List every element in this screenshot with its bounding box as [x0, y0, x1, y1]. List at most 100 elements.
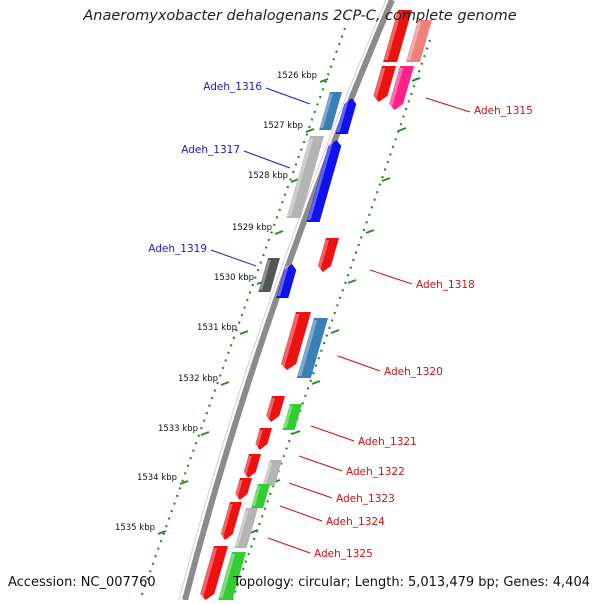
outer-scale-tick — [365, 229, 375, 234]
scale-tick — [274, 230, 284, 235]
outer-scale-tick — [381, 177, 391, 182]
gene-adeh-1318 — [317, 238, 339, 272]
gene-adeh-1321a-shine — [265, 398, 276, 420]
backbone-arc-highlight — [178, 0, 387, 601]
leader-line-right — [267, 537, 311, 554]
gene-label-reverse: Adeh_1322 — [346, 466, 405, 478]
genes-value: 4,404 — [552, 575, 590, 590]
gene-label-forward: Adeh_1319 — [148, 243, 207, 255]
gene-adeh-1322a-shine — [254, 430, 263, 448]
leader-line-right — [310, 425, 355, 442]
gene-adeh-1322-body — [262, 460, 282, 486]
gene-reverse-pink-top-shine — [406, 22, 422, 60]
gene-adeh-1321a-body — [266, 396, 285, 422]
gene-adeh-1321-body — [282, 404, 302, 430]
scale-tick — [200, 431, 210, 436]
gene-adeh-1324a — [234, 478, 252, 500]
gene-adeh-1324a-shine — [234, 480, 243, 498]
gene-adeh-1324a-body — [235, 478, 252, 500]
gene-adeh-1324-shine — [235, 510, 249, 546]
gene-adeh-1319 — [276, 264, 297, 298]
gene-label-reverse: Adeh_1324 — [326, 516, 385, 528]
gene-adeh-1325a-body — [220, 502, 242, 540]
gene-adeh-1323a-shine — [243, 456, 252, 476]
topology-label: Topology: — [233, 575, 295, 590]
scale-tick — [319, 78, 329, 83]
genes-label: Genes: — [503, 575, 549, 590]
leader-line-left — [265, 87, 311, 105]
gene-adeh-1321a — [265, 396, 285, 422]
gene-adeh-1320-shine — [297, 320, 318, 376]
leader-line-right — [279, 505, 323, 522]
accession-label: Accession: — [8, 575, 77, 590]
leader-line-right — [425, 97, 471, 113]
scale-tick — [305, 128, 315, 133]
gene-reverse-red-top-body — [383, 10, 412, 62]
gene-adeh-1323-shine — [252, 486, 261, 506]
gene-adeh-1321-shine — [283, 406, 293, 428]
gene-label-reverse: Adeh_1318 — [416, 279, 475, 291]
gene-adeh-1315-body — [389, 66, 414, 110]
scale-tick — [157, 530, 167, 535]
gene-reverse-pink-top — [405, 20, 432, 62]
map-title: Anaeromyxobacter dehalogenans 2CP-C, com… — [83, 8, 517, 24]
scale-tick — [239, 330, 249, 335]
gene-adeh-1323-body — [251, 484, 270, 508]
gene-label-reverse: Adeh_1315 — [474, 105, 533, 117]
gene-adeh-1317a-body — [286, 136, 324, 218]
gene-adeh-1317-shine — [307, 142, 334, 220]
gene-adeh-1317a-shine — [287, 138, 314, 216]
gene-adeh-1322-shine — [263, 462, 273, 484]
gene-adeh-1318-body — [317, 238, 339, 272]
gene-adeh-1326a — [199, 546, 228, 600]
length-label: Length: — [354, 575, 404, 590]
gene-adeh-1319-body — [276, 264, 297, 298]
outer-scale-arc — [230, 39, 432, 601]
gene-adeh-1316a-shine — [320, 94, 333, 128]
leader-line-right — [337, 355, 381, 372]
gene-adeh-1320a — [280, 312, 311, 370]
gene-adeh-1326a-body — [200, 546, 228, 600]
gene-adeh-1320a-body — [281, 312, 311, 370]
gene-adeh-1320 — [296, 318, 328, 378]
scale-tick-label: 1526 kbp — [277, 71, 317, 81]
gene-adeh-1323a-body — [243, 454, 261, 478]
gene-adeh-1318-shine — [317, 240, 330, 270]
gene-adeh-1325 — [218, 552, 246, 600]
gene-adeh-1317-body — [306, 140, 342, 222]
tick-layer: 1526 kbp 1527 kbp 1528 kbp 1529 kbp 1530 kbp… — [115, 71, 421, 535]
gene-reverse-red-top — [383, 10, 412, 62]
gene-adeh-1315 — [388, 66, 414, 110]
gene-adeh-1322a — [254, 428, 272, 450]
gene-adeh-1321 — [282, 404, 302, 430]
scale-tick — [179, 480, 189, 485]
gene-adeh-1323 — [251, 484, 270, 508]
gene-adeh-1319a-shine — [259, 260, 271, 290]
gene-adeh-1325a — [220, 502, 242, 540]
gene-adeh-1316-body — [335, 98, 357, 134]
outer-scale-tick — [330, 329, 340, 334]
gene-adeh-1316-shine — [336, 100, 349, 132]
gene-adeh-1322a-body — [255, 428, 272, 450]
gene-adeh-1324-body — [234, 508, 258, 548]
gene-label-reverse: Adeh_1323 — [336, 493, 395, 505]
gene-label-reverse: Adeh_1320 — [384, 366, 443, 378]
gene-adeh-1323a — [243, 454, 261, 478]
gene-adeh-1319a — [258, 258, 280, 292]
scale-tick-label: 1533 kbp — [158, 424, 198, 434]
gene-adeh-1326a-shine — [199, 548, 218, 598]
outer-scale-tick — [249, 529, 259, 534]
scale-tick-label: 1534 kbp — [137, 473, 177, 483]
gene-adeh-1319-shine — [277, 266, 289, 296]
outer-scale-tick — [291, 430, 301, 435]
gene-adeh-1325-shine — [219, 554, 236, 598]
outer-scale-tick — [311, 380, 321, 385]
gene-adeh-1317a — [286, 136, 324, 218]
topology-value: circular; — [298, 575, 351, 590]
inner-scale-arc — [138, 27, 347, 601]
gene-adeh-1319a-body — [258, 258, 280, 292]
gene-reverse-pink-top-body — [405, 20, 432, 62]
gene-adeh-1315a-shine — [372, 68, 386, 100]
gene-adeh-1317 — [306, 140, 342, 222]
